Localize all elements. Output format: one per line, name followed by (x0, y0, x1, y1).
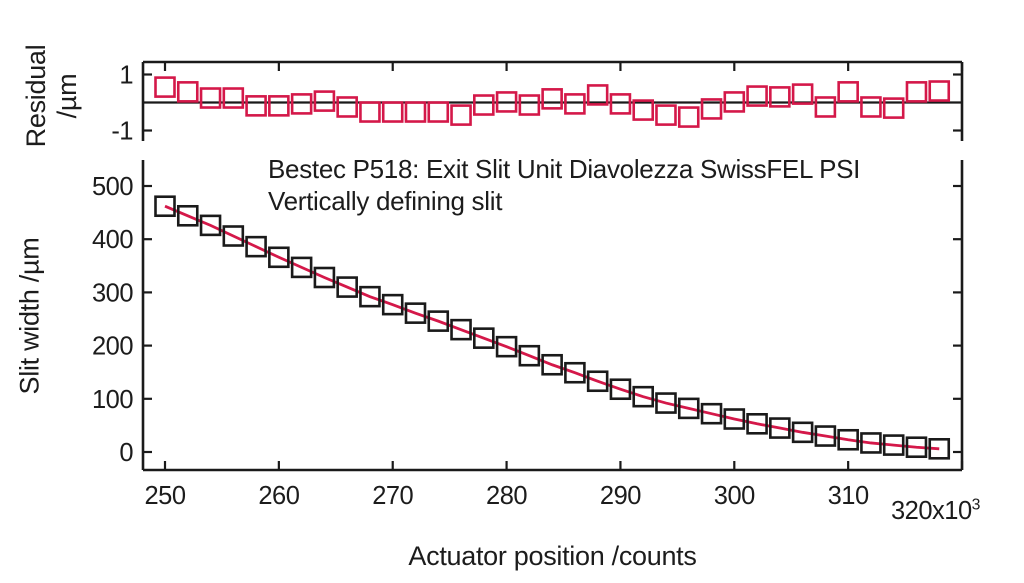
slit-width-data-point (427, 310, 450, 332)
slit-width-data-point (245, 235, 267, 258)
residual-y-axis-label-line2: /µm (52, 73, 82, 119)
residual-data-point (518, 94, 541, 116)
residual-y-tick-label: 1 (119, 62, 133, 90)
slit-width-data-point (632, 385, 655, 408)
slit-width-data-point (564, 361, 586, 384)
residual-data-point (427, 101, 450, 123)
slit-width-data-point (723, 408, 746, 430)
residual-data-point (791, 83, 814, 105)
residual-data-point (632, 99, 655, 121)
residual-data-point (359, 101, 381, 123)
residual-data-point (541, 88, 563, 110)
residual-data-point (928, 80, 951, 102)
slit-width-data-point (860, 432, 882, 454)
residual-data-point (837, 81, 859, 103)
slit-width-data-point (655, 392, 677, 414)
slit-width-data-point (154, 195, 176, 218)
slit-width-data-point (176, 204, 199, 227)
residual-data-point (677, 106, 700, 128)
slit-width-data-point (359, 285, 381, 308)
residual-data-point (199, 87, 222, 109)
residual-data-point (564, 93, 586, 115)
slit-width-data-point (404, 302, 427, 324)
residual-data-point (814, 96, 837, 118)
x-tick-label-320e3-exponent: 3 (971, 496, 981, 514)
slit-width-data-point (268, 246, 290, 269)
residual-data-point (176, 81, 199, 103)
x-tick-label: 290 (600, 482, 641, 510)
slit-width-data-point (769, 417, 791, 439)
x-tick-label-320e3: 320x103 (891, 497, 980, 526)
slit-width-data-point (336, 276, 358, 298)
residual-data-point (769, 86, 791, 108)
residual-data-point (268, 95, 290, 117)
slit-width-y-axis-label: Slit width /µm (14, 237, 45, 395)
slit-width-data-point (290, 256, 313, 279)
slit-width-data-point (586, 370, 609, 393)
residual-y-axis-label-line1: Residual (21, 44, 51, 148)
slit-width-data-point (837, 428, 859, 451)
residual-data-point (723, 91, 746, 113)
slit-width-data-point (609, 378, 632, 401)
x-tick-label: 260 (258, 482, 299, 510)
slit-width-data-point (313, 266, 336, 289)
slit-width-data-point (381, 293, 404, 316)
slit-width-data-point (222, 225, 245, 247)
chart-title-line1: Bestec P518: Exit Slit Unit Diavolezza S… (268, 154, 861, 184)
x-tick-label-320e3-mantissa: 320x10 (891, 497, 972, 525)
residual-y-tick-label: -1 (111, 118, 133, 146)
x-tick-label: 250 (144, 482, 185, 510)
y-tick-label: 300 (92, 279, 133, 307)
residual-data-point (381, 101, 404, 123)
x-axis-label: Actuator position /counts (408, 541, 697, 571)
x-tick-label: 280 (486, 482, 527, 510)
slit-width-data-point (473, 327, 495, 349)
residual-data-point (245, 95, 267, 117)
slit-width-data-point (746, 413, 768, 435)
residual-data-point (746, 85, 768, 107)
chart-title-line2: Vertically defining slit (268, 186, 503, 216)
slit-width-data-point (518, 344, 541, 367)
fit-line (164, 204, 940, 451)
residual-data-point (336, 96, 358, 118)
residual-data-point (404, 101, 427, 123)
y-tick-label: 500 (92, 173, 133, 201)
residual-data-point (860, 96, 882, 118)
residual-data-point (882, 97, 905, 119)
slit-width-data-point (905, 436, 928, 459)
slit-width-data-point (541, 353, 563, 376)
slit-width-data-point (199, 214, 222, 237)
slit-width-data-point (814, 425, 837, 447)
y-tick-label: 400 (92, 226, 133, 254)
residual-data-point (154, 76, 176, 98)
x-tick-label: 310 (828, 482, 869, 510)
y-tick-label: 0 (119, 439, 133, 467)
residual-data-point (655, 104, 677, 126)
residual-data-point (700, 98, 723, 120)
residual-y-axis-label: Residual /µm (21, 45, 83, 148)
slit-width-data-point (791, 421, 814, 444)
slit-width-data-point (882, 434, 905, 456)
slit-width-data-point (495, 335, 518, 358)
residual-data-point (290, 93, 313, 115)
residual-data-point (473, 94, 495, 116)
slit-width-data-point (677, 397, 700, 420)
x-tick-label: 270 (372, 482, 413, 510)
residual-data-point (609, 93, 632, 115)
y-tick-label: 200 (92, 333, 133, 361)
residual-data-point (450, 104, 472, 126)
slit-width-data-point (700, 402, 723, 425)
residual-data-point (586, 84, 609, 106)
residual-data-point (222, 87, 245, 109)
x-tick-label: 300 (714, 482, 755, 510)
residual-data-point (495, 91, 518, 113)
slit-width-data-point (928, 438, 951, 460)
residual-data-point (905, 81, 928, 103)
chart-title: Bestec P518: Exit Slit Unit Diavolezza S… (268, 153, 860, 217)
slit-width-data-point (450, 318, 472, 341)
residual-data-point (313, 90, 336, 112)
y-tick-label: 100 (92, 386, 133, 414)
